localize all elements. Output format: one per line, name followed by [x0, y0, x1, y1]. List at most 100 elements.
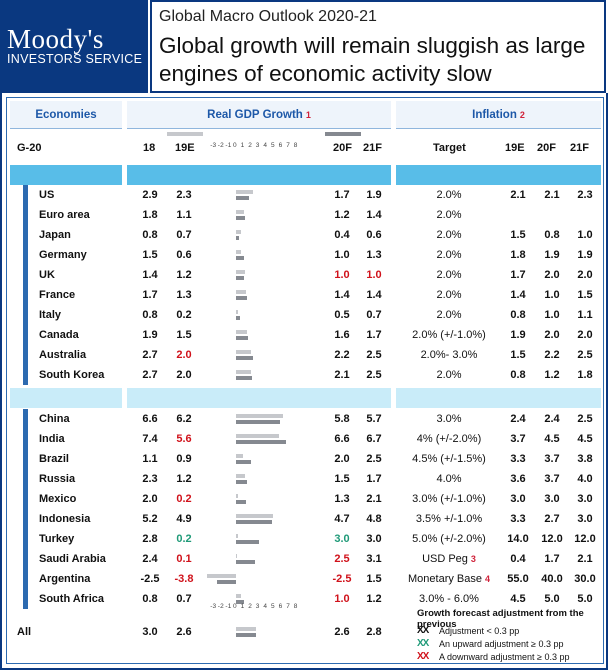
emerging-group-bar: [23, 409, 28, 609]
scale-tick: 6: [278, 142, 283, 149]
value-i20: 3.7: [544, 473, 560, 485]
group-band: [10, 388, 122, 408]
advanced-group-bar: [23, 185, 28, 385]
value-g19: 4.9: [176, 513, 192, 525]
legend-title: Growth forecast adjustment from the prev…: [417, 608, 584, 630]
economy-name: Argentina: [39, 573, 91, 585]
value-g18: 3.0: [142, 626, 158, 638]
value-g20: 1.6: [334, 329, 350, 341]
value-i21: 2.0: [577, 329, 593, 341]
scale-tick: 3: [255, 603, 260, 610]
legend-text: An upward adjustment ≥ 0.3 pp: [439, 638, 564, 649]
value-i19: 1.4: [510, 289, 526, 301]
table-row: Russia 2.3 1.2 1.5 1.7 3.6 3.7 4.0 4.0%: [7, 469, 603, 489]
col-19e-legend-swatch: [167, 132, 203, 136]
gdp-scale-top: -3 -2 -1 0 1 2 3 4 5 6 7 8: [7, 142, 603, 152]
value-g18: 1.8: [142, 209, 158, 221]
gdp-bar-20f: [236, 600, 244, 604]
gdp-bar-20f: [236, 216, 246, 220]
legend-marker: XX: [417, 651, 429, 662]
value-g21: 2.5: [366, 349, 382, 361]
gdp-bar-20f: [236, 316, 240, 320]
inflation-target: 5.0% (+/-2.0%): [412, 533, 486, 545]
value-g19: -3.8: [174, 573, 194, 585]
value-g21: 1.0: [366, 269, 382, 281]
value-g18: 0.8: [142, 593, 158, 605]
gdp-bar-20f: [236, 560, 255, 564]
value-i21: 3.8: [577, 453, 593, 465]
target-note-marker: 3: [470, 554, 476, 564]
table-row: Saudi Arabia 2.4 0.1 2.5 3.1 0.4 1.7 2.1 USD Peg…: [7, 549, 603, 569]
value-g21: 3.0: [366, 533, 382, 545]
value-i21: 4.5: [577, 433, 593, 445]
value-i21: 1.9: [577, 249, 593, 261]
table-row: UK 1.4 1.2 1.0 1.0 1.7 2.0 2.0 2.0%: [7, 265, 603, 285]
value-i20: 12.0: [541, 533, 563, 545]
legend-marker: XX: [417, 638, 429, 649]
legend-text: A downward adjustment ≥ 0.3 pp: [439, 651, 570, 662]
gdp-bar-20f: [236, 236, 240, 240]
gdp-bar-19e: [236, 290, 246, 294]
value-g19: 0.1: [176, 553, 192, 565]
gdp-bar-19e: [236, 474, 246, 478]
scale-tick: 1: [240, 142, 245, 149]
value-g21: 1.2: [366, 593, 382, 605]
economy-name: Russia: [39, 473, 76, 485]
logo-subline: INVESTORS SERVICE: [7, 52, 143, 66]
scale-tick: 2: [248, 142, 253, 149]
value-g21: 1.9: [366, 189, 382, 201]
value-g20: 2.6: [334, 626, 350, 638]
value-g20: 6.6: [334, 433, 350, 445]
inflation-target: Monetary Base 4: [408, 573, 490, 585]
scale-tick: 4: [263, 603, 268, 610]
value-g18: 2.4: [142, 553, 158, 565]
inflation-target: 4.5% (+/-1.5%): [412, 453, 486, 465]
target-note-marker: 4: [484, 574, 490, 584]
value-g18: 0.8: [142, 229, 158, 241]
value-g18: 2.8: [142, 533, 158, 545]
value-g18: 0.8: [142, 309, 158, 321]
value-i20: 3.7: [544, 453, 560, 465]
value-i21: 1.5: [577, 289, 593, 301]
economy-name: Turkey: [39, 533, 75, 545]
gdp-bar-20f: [236, 460, 252, 464]
table-row: Mexico 2.0 0.2 1.3 2.1 3.0 3.0 3.0 3.0% (+/-1.0%…: [7, 489, 603, 509]
gdp-bar-20f: [236, 336, 249, 340]
value-g19: 0.7: [176, 593, 192, 605]
gdp-bar-19e: [236, 210, 245, 214]
value-i19: 1.9: [510, 329, 526, 341]
value-i19: 0.8: [510, 369, 526, 381]
value-i20: 4.5: [544, 433, 560, 445]
group-band: [396, 165, 601, 185]
value-g20: 3.0: [334, 533, 350, 545]
value-g21: 4.8: [366, 513, 382, 525]
legend-item: XX A downward adjustment ≥ 0.3 pp: [417, 651, 570, 662]
value-g19: 0.6: [176, 249, 192, 261]
value-g18: 1.1: [142, 453, 158, 465]
value-i21: 1.0: [577, 229, 593, 241]
inflation-target: 3.5% +/-1.0%: [415, 513, 483, 525]
table-row: Italy 0.8 0.2 0.5 0.7 0.8 1.0 1.1 2.0%: [7, 305, 603, 325]
inflation-target: 2.0%: [436, 249, 462, 261]
gdp-bar-20f: [236, 500, 246, 504]
value-i19: 3.0: [510, 493, 526, 505]
economies-header-label: Economies: [35, 108, 97, 121]
value-i20: 1.7: [544, 553, 560, 565]
gdp-bar-19e: [236, 434, 279, 438]
table-row: Australia 2.7 2.0 2.2 2.5 1.5 2.2 2.5 2.0%- 3.0%: [7, 345, 603, 365]
value-i21: 2.1: [577, 553, 593, 565]
table-row: South Korea 2.7 2.0 2.1 2.5 0.8 1.2 1.8 2.0%: [7, 365, 603, 385]
value-i20: 5.0: [544, 593, 560, 605]
value-i21: 4.0: [577, 473, 593, 485]
value-i20: 1.0: [544, 289, 560, 301]
value-g20: 1.3: [334, 493, 350, 505]
economy-name: Australia: [39, 349, 87, 361]
col-18: 18: [143, 142, 156, 154]
value-i19: 55.0: [507, 573, 529, 585]
logo-wordmark: Moody's: [7, 24, 104, 54]
col-20f: 20F: [333, 142, 352, 154]
value-g20: 1.4: [334, 289, 350, 301]
value-i20: 2.7: [544, 513, 560, 525]
value-g19: 0.7: [176, 229, 192, 241]
gdp-bar-19e: [236, 514, 274, 518]
